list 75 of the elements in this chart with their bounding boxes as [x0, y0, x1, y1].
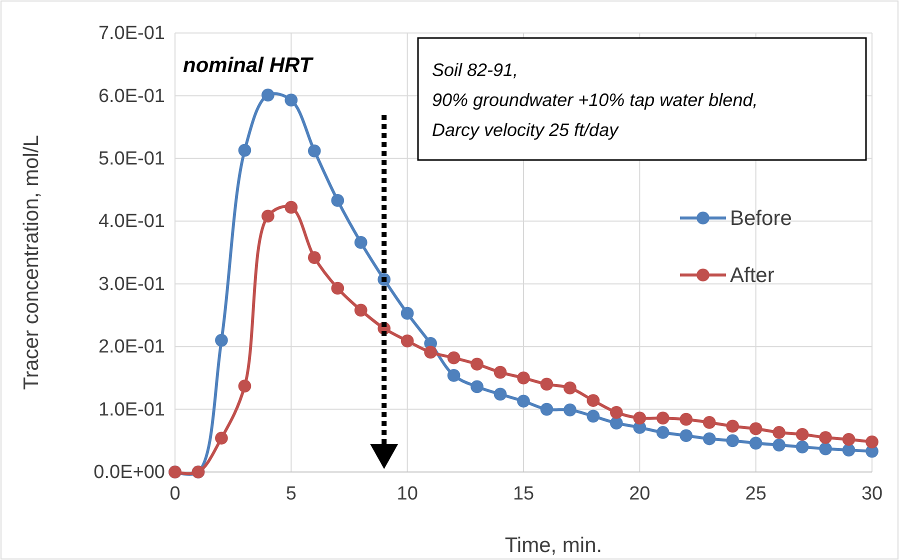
point — [819, 442, 832, 456]
point — [540, 378, 554, 391]
x-axis-title: Time, min. — [504, 534, 602, 557]
point — [842, 444, 856, 456]
point — [633, 412, 646, 424]
y-tick-label: 0.0E+00 — [94, 462, 165, 484]
point — [470, 380, 484, 394]
point — [772, 438, 786, 452]
point — [819, 431, 832, 444]
x-tick-label: 10 — [396, 483, 418, 504]
y-axis-title: Tracer concentration, mol/L — [20, 135, 43, 390]
y-tick-label: 2.0E-01 — [98, 336, 165, 358]
point — [749, 436, 762, 450]
point — [772, 426, 786, 439]
point — [610, 416, 623, 430]
y-tick-label: 1.0E-01 — [98, 399, 165, 420]
point — [284, 200, 298, 214]
point — [331, 194, 344, 207]
text-box: Soil 82-91, 90% groundwater +10% tap water blend, Darcy velocity 25 ft/day — [417, 37, 867, 161]
point — [308, 251, 321, 264]
point — [400, 334, 414, 348]
point — [238, 144, 252, 157]
point — [586, 410, 600, 423]
point — [726, 434, 740, 448]
point — [656, 412, 670, 424]
x-tick-label: 15 — [512, 483, 534, 504]
point — [447, 369, 460, 382]
y-tick-label: 7.0E-01 — [98, 23, 165, 44]
y-tick-label: 5.0E-01 — [98, 148, 165, 170]
point — [680, 412, 693, 426]
point — [564, 382, 576, 394]
point — [284, 94, 298, 107]
point — [215, 432, 228, 445]
point — [680, 429, 693, 442]
point — [517, 372, 530, 384]
y-tick-label: 4.0E-01 — [98, 211, 165, 232]
x-tick-label: 30 — [861, 483, 883, 504]
y-tick-label: 3.0E-01 — [98, 274, 165, 295]
point — [749, 422, 762, 436]
legend-label: Before — [730, 207, 792, 230]
point — [470, 358, 484, 371]
point — [354, 304, 368, 317]
point — [796, 440, 809, 454]
point — [400, 306, 414, 320]
annotation: nominal HRT — [183, 54, 314, 77]
point — [262, 88, 274, 102]
point — [262, 210, 274, 223]
point — [610, 406, 623, 419]
point — [656, 426, 670, 439]
point — [564, 403, 576, 416]
point — [702, 416, 716, 429]
point — [447, 351, 460, 364]
x-tick-label: 5 — [286, 483, 296, 504]
legend-label: After — [730, 264, 774, 287]
point — [331, 282, 344, 295]
point — [842, 432, 856, 446]
point — [866, 435, 878, 448]
x-tick-label: 0 — [170, 483, 180, 504]
point — [796, 428, 809, 441]
point — [308, 144, 321, 158]
annotation: Soil 82-91, 90% groundwater +10% tap water blend, Darcy velocity 25 ft/day — [432, 60, 758, 140]
x-tick-label: 25 — [745, 483, 766, 504]
point — [494, 366, 507, 379]
point — [702, 432, 716, 446]
point — [354, 236, 368, 249]
point — [726, 420, 740, 433]
point — [586, 394, 600, 407]
x-tick-label: 20 — [629, 483, 650, 504]
point — [238, 380, 252, 392]
point — [215, 334, 228, 347]
point — [540, 402, 554, 416]
point — [424, 346, 437, 359]
point — [494, 388, 507, 401]
point — [517, 394, 530, 408]
y-tick-label: 6.0E-01 — [98, 86, 165, 107]
